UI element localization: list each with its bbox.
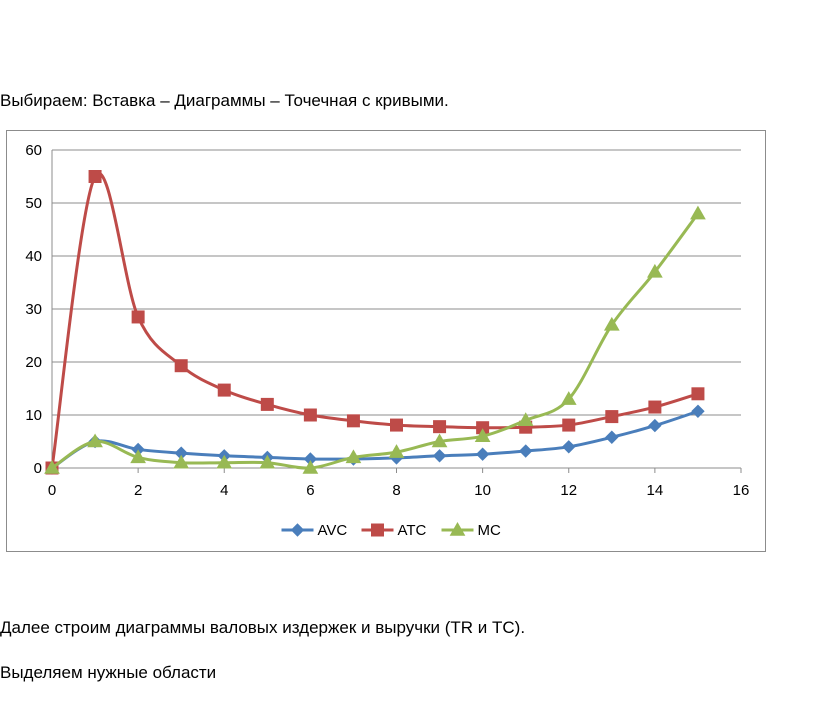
atc-point-12 xyxy=(562,418,576,432)
x-tick-label-8: 8 xyxy=(392,482,400,499)
mc-point-14 xyxy=(647,263,663,278)
atc-point-8 xyxy=(390,418,403,432)
x-tick-label-10: 10 xyxy=(474,482,491,499)
avc-point-13 xyxy=(605,430,619,444)
mc-point-10 xyxy=(474,428,491,442)
atc-point-6 xyxy=(303,408,317,422)
avc-point-15 xyxy=(691,404,705,418)
mc-point-0 xyxy=(44,459,60,474)
avc-point-9 xyxy=(432,449,447,463)
x-tick-label-0: 0 xyxy=(48,482,56,499)
legend-label-mc: MC xyxy=(478,522,501,539)
atc-point-7 xyxy=(346,414,360,428)
legend-label-atc: ATC xyxy=(398,522,427,539)
mc-point-9 xyxy=(431,433,448,448)
mc-point-3 xyxy=(173,454,190,469)
avc-point-14 xyxy=(648,418,662,433)
chart-frame: 0 10 20 30 40 50 60 0 2 4 6 8 10 12 14 16 AVC ATC MC xyxy=(6,130,766,552)
legend-marker-mc xyxy=(449,521,466,536)
x-tick-label-2: 2 xyxy=(134,482,142,499)
atc-point-1 xyxy=(88,170,102,183)
y-tick-label-30: 30 xyxy=(25,301,42,318)
instruction-paragraph-1: Выбираем: Вставка – Диаграммы – Точечная… xyxy=(0,91,449,110)
mc-point-13 xyxy=(603,316,620,331)
mc-point-8 xyxy=(388,444,405,458)
avc-point-12 xyxy=(562,440,576,454)
instruction-paragraph-2: Далее строим диаграммы валовых издержек … xyxy=(0,618,526,637)
x-tick-label-4: 4 xyxy=(220,482,228,499)
x-tick-label-12: 12 xyxy=(560,482,577,499)
legend-marker-avc xyxy=(290,523,305,537)
mc-point-11 xyxy=(517,412,534,427)
mc-point-2 xyxy=(130,449,146,464)
y-tick-label-50: 50 xyxy=(25,195,42,212)
avc-point-10 xyxy=(475,447,490,461)
mc-point-4 xyxy=(216,454,233,469)
atc-point-2 xyxy=(131,310,145,324)
mc-point-12 xyxy=(560,391,577,405)
mc-point-1 xyxy=(87,433,103,448)
mc-point-15 xyxy=(690,205,706,220)
y-tick-label-0: 0 xyxy=(34,460,42,477)
atc-point-5 xyxy=(260,397,274,411)
legend-label-avc: AVC xyxy=(318,522,348,539)
x-tick-label-14: 14 xyxy=(647,482,664,499)
y-tick-label-40: 40 xyxy=(25,248,42,265)
mc-point-6 xyxy=(302,459,319,474)
atc-point-15 xyxy=(691,387,705,401)
series-line-atc xyxy=(50,172,699,469)
mc-point-7 xyxy=(345,449,362,464)
atc-point-14 xyxy=(648,400,662,414)
x-tick-label-6: 6 xyxy=(306,482,314,499)
legend-marker-atc xyxy=(371,523,384,537)
atc-point-9 xyxy=(433,420,447,434)
y-tick-label-20: 20 xyxy=(25,354,42,371)
instruction-paragraph-3: Выделяем нужные области xyxy=(0,663,217,682)
mc-point-5 xyxy=(259,454,276,469)
atc-point-13 xyxy=(605,410,619,424)
series-line-mc xyxy=(51,212,700,470)
series-line-avc xyxy=(51,409,699,470)
x-tick-label-16: 16 xyxy=(733,482,750,499)
atc-point-4 xyxy=(217,383,231,397)
atc-point-3 xyxy=(174,359,188,373)
y-tick-label-60: 60 xyxy=(25,142,42,159)
y-tick-label-10: 10 xyxy=(25,407,42,424)
cost-curves-chart: 0 10 20 30 40 50 60 0 2 4 6 8 10 12 14 16 AVC ATC MC xyxy=(25,142,750,539)
avc-point-11 xyxy=(518,444,533,458)
